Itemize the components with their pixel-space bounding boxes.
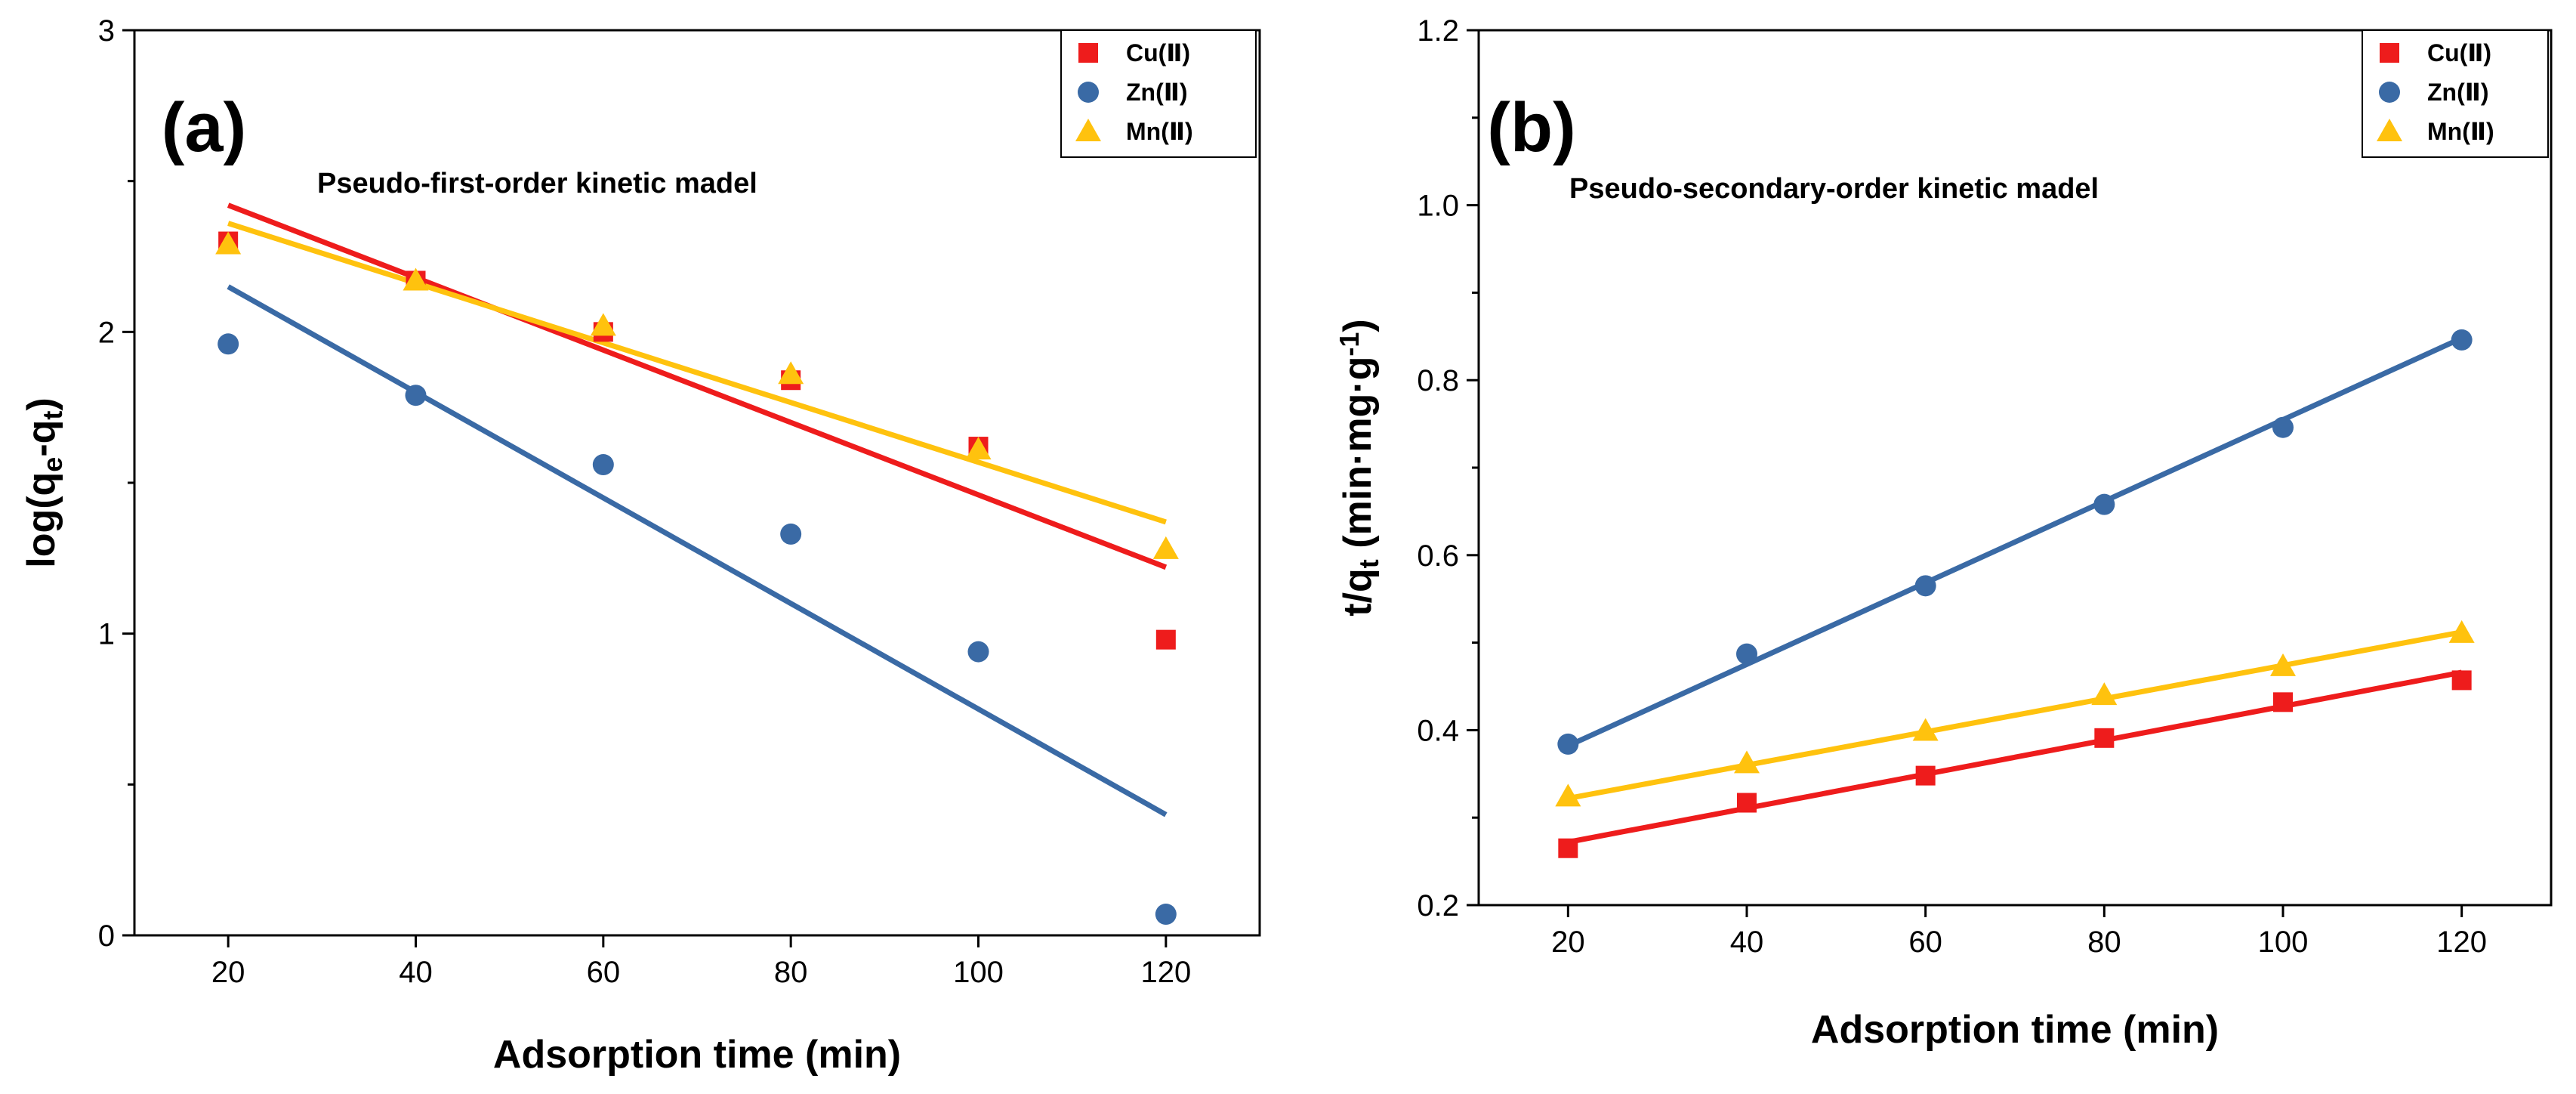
legend-marker xyxy=(1075,119,1101,141)
y-tick-label: 0.4 xyxy=(1417,714,1459,747)
y-axis-title-mid: (min·mg·g xyxy=(1336,357,1380,560)
chart-title: Pseudo-first-order kinetic madel xyxy=(317,168,757,199)
y-axis-title: log(qe-qt) xyxy=(20,397,68,568)
plot-frame xyxy=(133,29,1261,937)
x-tick-label: 40 xyxy=(1730,926,1764,959)
panel-a: 20 40 60 80 100 120 0 1 2 3 Adsorption time (min) l… xyxy=(20,14,1261,1077)
data-point xyxy=(965,437,992,460)
data-point xyxy=(1155,629,1176,650)
legend-marker xyxy=(2379,82,2400,103)
panel-label: (a) xyxy=(162,89,246,166)
data-point xyxy=(2273,692,2293,712)
y-tick-label: 0.8 xyxy=(1417,364,1459,397)
legend-marker xyxy=(1078,43,1098,63)
y-tick-label: 3 xyxy=(98,14,115,48)
y-axis-title-mid: -q xyxy=(20,420,63,457)
legend-marker xyxy=(2380,43,2399,63)
x-tick-label: 20 xyxy=(1551,926,1585,959)
x-tick-label: 100 xyxy=(2258,926,2309,959)
data-point xyxy=(2448,620,2475,643)
legend-label: Mn(Ⅱ) xyxy=(1126,118,1193,145)
data-point xyxy=(778,361,804,385)
x-tick-label: 20 xyxy=(211,956,245,989)
plot-frame xyxy=(1477,29,2553,907)
data-point xyxy=(592,454,614,476)
data-point xyxy=(2093,493,2115,515)
y-axis-title-end: ) xyxy=(20,397,63,410)
data-point xyxy=(403,267,429,291)
legend-label: Cu(Ⅱ) xyxy=(1126,39,1190,66)
data-point xyxy=(2094,728,2115,748)
x-tick-label: 60 xyxy=(1908,926,1942,959)
legend-label: Zn(Ⅱ) xyxy=(2427,79,2488,106)
y-axis-title-base: log(q xyxy=(20,472,63,568)
x-tick-label: 60 xyxy=(587,956,621,989)
y-tick-label: 2 xyxy=(98,316,115,349)
data-point xyxy=(405,385,427,406)
x-tick-label: 120 xyxy=(1140,956,1191,989)
fit-line xyxy=(227,221,1167,525)
fit-line xyxy=(1567,669,2463,845)
y-tick-label: 0 xyxy=(98,919,115,953)
data-point xyxy=(2451,670,2472,691)
x-axis-title: Adsorption time (min) xyxy=(493,1033,901,1077)
y-tick-label: 0.6 xyxy=(1417,539,1459,573)
y-axis-title-subscript: t xyxy=(1353,559,1384,568)
data-point xyxy=(967,641,989,663)
data-point xyxy=(1734,750,1760,774)
data-point xyxy=(215,231,242,255)
fit-line xyxy=(1566,335,2463,749)
data-point xyxy=(590,313,616,336)
data-point xyxy=(780,523,802,545)
panel-label: (b) xyxy=(1487,89,1575,166)
legend-label: Zn(Ⅱ) xyxy=(1126,79,1187,106)
data-point xyxy=(1914,575,1936,597)
y-axis-title-subscript: t xyxy=(37,411,68,420)
y-tick-label: 1.0 xyxy=(1417,190,1459,223)
data-point xyxy=(1155,904,1177,926)
data-point xyxy=(2091,682,2118,706)
legend-marker xyxy=(2377,119,2402,141)
panel-b: 20 40 60 80 100 120 0.2 0.4 0.6 0.8 1.0 1.2 Adsorpti… xyxy=(1334,14,2553,1052)
data-point xyxy=(2451,329,2473,351)
y-tick-label: 1 xyxy=(98,618,115,651)
y-axis-title-base: t/q xyxy=(1336,568,1380,617)
data-point xyxy=(2270,653,2296,676)
legend-marker xyxy=(1078,82,1099,103)
x-tick-label: 120 xyxy=(2436,926,2487,959)
data-point xyxy=(2272,416,2294,438)
data-point xyxy=(1912,718,1939,741)
x-tick-label: 40 xyxy=(399,956,433,989)
data-point xyxy=(217,333,239,355)
data-point xyxy=(1558,838,1578,858)
chart-title: Pseudo-secondary-order kinetic madel xyxy=(1569,173,2099,205)
x-tick-label: 100 xyxy=(953,956,1004,989)
y-axis-title-end: ) xyxy=(1336,319,1380,332)
data-point xyxy=(1736,643,1757,665)
data-point xyxy=(1555,783,1581,807)
legend-label: Mn(Ⅱ) xyxy=(2427,118,2494,145)
legend-label: Cu(Ⅱ) xyxy=(2427,39,2491,66)
x-axis-title: Adsorption time (min) xyxy=(1811,1008,2219,1052)
y-tick-label: 1.2 xyxy=(1417,14,1459,48)
fit-line xyxy=(227,202,1168,570)
data-point xyxy=(1737,793,1757,813)
y-axis-title: t/qt (min·mg·g-1) xyxy=(1334,319,1384,616)
fit-line xyxy=(1567,629,2463,802)
x-tick-label: 80 xyxy=(2087,926,2121,959)
y-tick-label: 0.2 xyxy=(1417,889,1459,922)
fit-line xyxy=(227,284,1168,817)
data-point xyxy=(1152,536,1179,559)
data-point xyxy=(1915,765,1936,786)
y-axis-title-subscript: e xyxy=(37,457,68,472)
data-point xyxy=(1557,733,1579,755)
x-tick-label: 80 xyxy=(774,956,808,989)
y-axis-title-superscript: -1 xyxy=(1334,332,1365,357)
